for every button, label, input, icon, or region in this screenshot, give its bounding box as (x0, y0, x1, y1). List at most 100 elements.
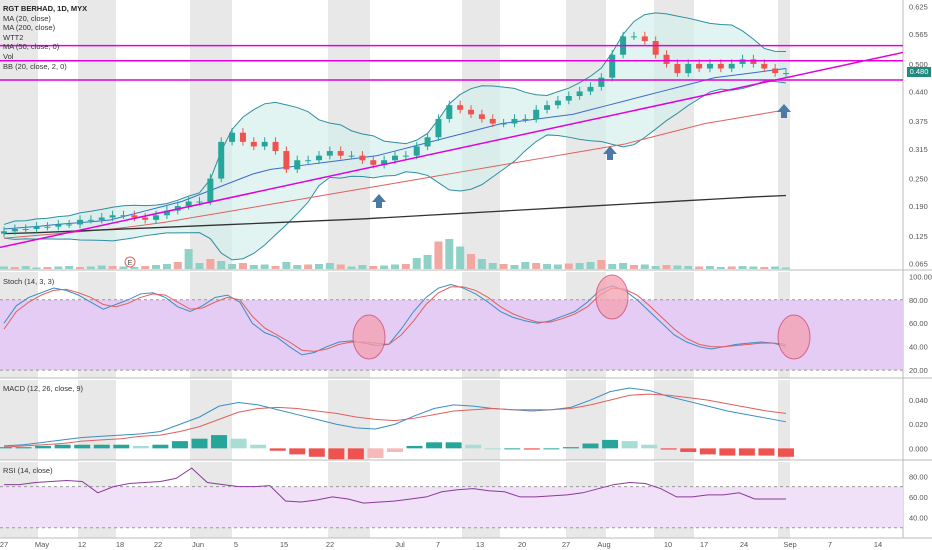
rsi-tick: 60.00 (909, 493, 928, 502)
candle-body (544, 105, 551, 110)
volume-bar (640, 264, 649, 269)
macd-histogram-bar (93, 444, 110, 449)
volume-bar (173, 262, 182, 269)
volume-bar (586, 262, 595, 269)
stoch-tick: 60.00 (909, 319, 928, 328)
stoch-band (0, 299, 903, 371)
date-tick: 27 (0, 540, 8, 549)
date-tick: 22 (326, 540, 334, 549)
volume-bar (695, 266, 704, 269)
volume-bar (325, 263, 334, 269)
candle-body (33, 226, 40, 230)
legend-vol: Vol (3, 51, 14, 61)
date-tick: Aug (597, 540, 610, 549)
date-tick: 17 (700, 540, 708, 549)
volume-bar (662, 265, 671, 269)
date-tick: 10 (664, 540, 672, 549)
candle-body (305, 160, 312, 162)
up-arrow (372, 194, 386, 208)
candle-body (207, 178, 214, 202)
candle-body (783, 73, 789, 75)
macd-tick: 0.020 (909, 420, 928, 429)
price-tick: 0.190 (909, 202, 928, 211)
volume-bar (21, 266, 30, 269)
macd-line (3, 387, 787, 447)
shaded-period (328, 380, 370, 460)
volume-bar (369, 266, 378, 269)
macd-histogram-bar (289, 448, 306, 455)
candle-body (163, 210, 170, 216)
candle-body (98, 217, 105, 220)
legend-ma50: MA (50, close, 0) (3, 42, 60, 52)
price-tick: 0.500 (909, 60, 928, 69)
volume-bar (108, 266, 117, 269)
macd-histogram-bar (0, 447, 12, 449)
candle-body (185, 201, 192, 207)
candle-body (261, 141, 268, 147)
date-tick: 14 (874, 540, 882, 549)
volume-bar (477, 259, 486, 269)
candle-body (522, 118, 529, 120)
date-tick: Jun (192, 540, 204, 549)
rsi-band (0, 486, 903, 528)
macd-histogram-bar (113, 444, 130, 449)
macd-histogram-bar (191, 438, 208, 449)
macd-tick: 0.040 (909, 396, 928, 405)
candle-body (511, 118, 518, 124)
candle-body (576, 91, 583, 97)
stoch-tick: 20.00 (909, 366, 928, 375)
earnings-marker (124, 256, 136, 268)
macd-histogram-bar (74, 444, 91, 449)
up-arrow (777, 104, 791, 118)
macd-histogram-bar (171, 441, 188, 449)
candle-body (359, 155, 366, 161)
stoch-highlight (595, 274, 629, 320)
candle-body (533, 109, 540, 119)
volume-bar (271, 266, 280, 269)
volume-bar (434, 241, 443, 269)
macd-histogram-bar (778, 448, 794, 457)
macd-histogram-bar (347, 448, 364, 460)
volume-bar (336, 264, 345, 269)
header-legend: RGT BERHAD, 1D, MYX MA (20, close) MA (2… (3, 4, 87, 71)
macd-histogram-bar (132, 445, 149, 449)
volume-bar (510, 265, 519, 269)
candle-body (22, 229, 29, 231)
legend-ma200: MA (200, close) (3, 23, 56, 33)
candle-body (120, 215, 127, 217)
macd-histogram-bar (269, 448, 286, 451)
legend-bb: BB (20, close, 2, 0) (3, 61, 67, 71)
candle-body (142, 217, 149, 220)
candle-body (565, 96, 572, 101)
candle-body (131, 215, 138, 218)
volume-bar (738, 266, 747, 269)
volume-bar (564, 263, 573, 269)
volume-bar (238, 263, 247, 269)
volume-bar (727, 266, 736, 269)
volume-bar (0, 266, 8, 269)
volume-bar (412, 258, 421, 269)
stoch-line (3, 284, 787, 356)
volume-bar (141, 266, 150, 269)
date-tick: 13 (476, 540, 484, 549)
candle-body (229, 132, 236, 142)
candle-body (609, 54, 616, 78)
rsi-line (4, 467, 786, 504)
candle-body (728, 63, 735, 69)
shaded-period (778, 380, 790, 460)
legend-ma20: MA (20, close) (3, 13, 51, 23)
volume-bar (358, 265, 367, 269)
volume-bar (499, 264, 508, 269)
candle-body (706, 63, 713, 69)
macd-histogram-bar (250, 444, 267, 449)
volume-bar (423, 255, 432, 269)
volume-bar (347, 266, 356, 269)
price-tick: 0.315 (909, 145, 928, 154)
macd-histogram-bar (523, 448, 540, 450)
candle-body (663, 54, 670, 64)
candle-body (630, 36, 637, 38)
date-tick: 5 (234, 540, 238, 549)
volume-bar (608, 264, 617, 269)
bollinger-lower (3, 80, 787, 261)
volume-bar (716, 267, 725, 269)
